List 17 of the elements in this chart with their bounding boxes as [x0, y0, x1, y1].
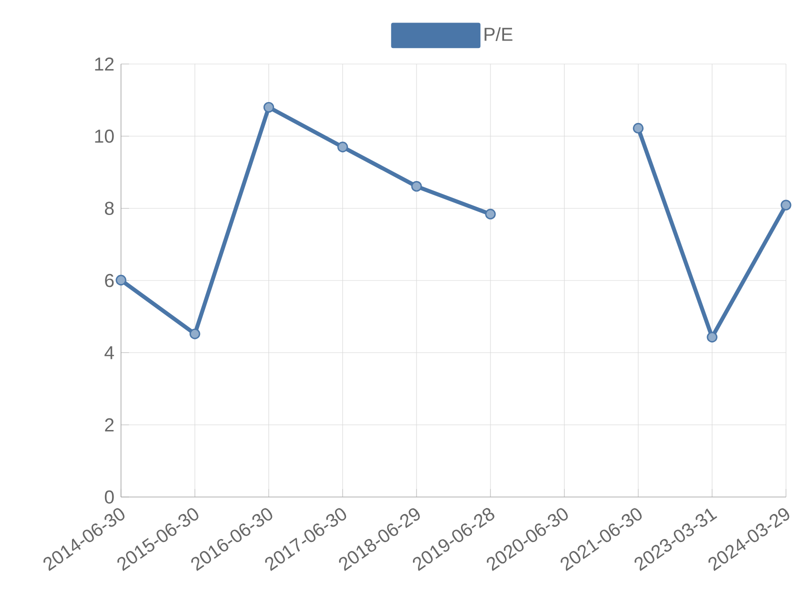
- legend-label: P/E: [484, 27, 512, 41]
- y-tick-label: 2: [105, 418, 114, 432]
- y-tick-label: 8: [104, 202, 114, 215]
- point: [485, 208, 496, 220]
- point: [411, 180, 422, 192]
- y-tick-label: 12: [95, 57, 114, 71]
- y-tick-label: 0: [104, 490, 114, 504]
- y-tick-label: 10: [95, 130, 114, 143]
- point: [780, 200, 792, 210]
- point: [263, 102, 274, 113]
- point: [337, 142, 348, 152]
- y-tick-label: 6: [105, 274, 114, 288]
- point: [116, 274, 126, 286]
- point: [706, 332, 718, 342]
- point: [632, 122, 644, 134]
- y-tick-label: 4: [104, 346, 114, 360]
- point: [190, 328, 200, 340]
